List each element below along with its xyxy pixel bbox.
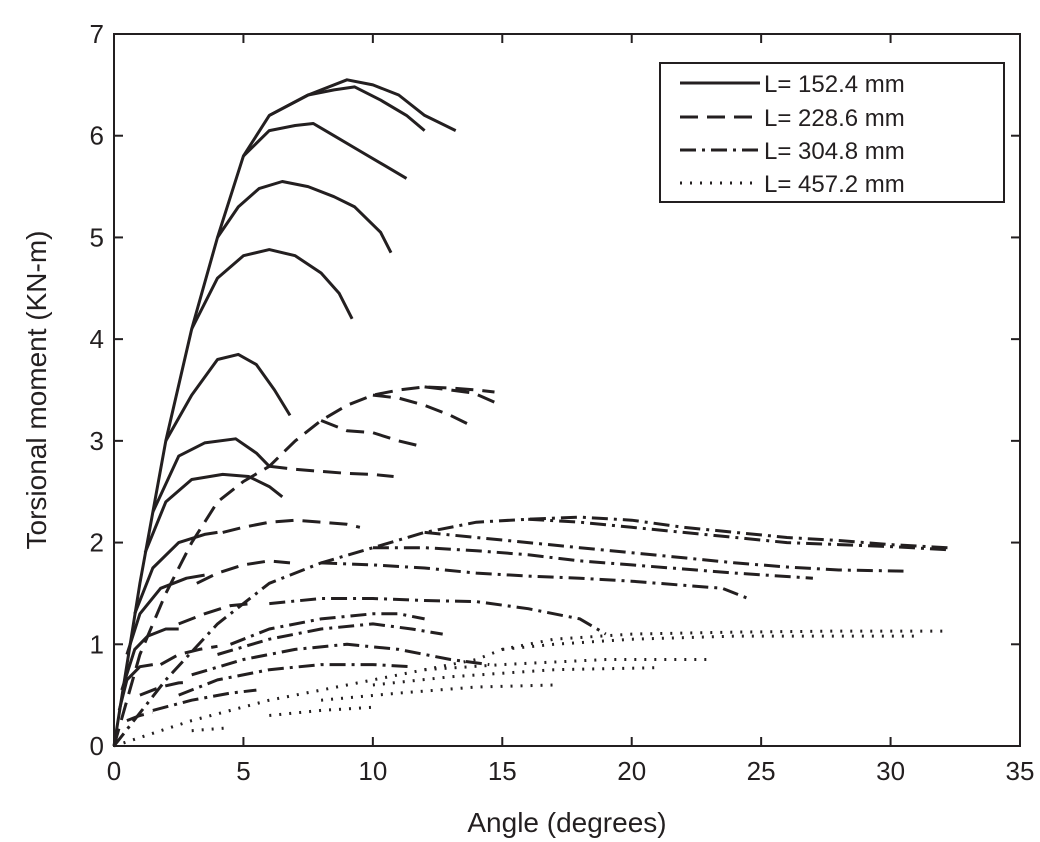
x-tick-label-2: 10 <box>358 756 387 786</box>
series-0-curve-8 <box>133 530 218 615</box>
series-1-curve-10 <box>126 710 154 722</box>
legend: L= 152.4 mm L= 228.6 mm L= 304.8 mm L= 4… <box>659 62 1005 203</box>
series-2-curve-1 <box>528 517 948 552</box>
series-0-curve-3 <box>216 180 393 254</box>
x-tick-label-6: 30 <box>876 756 905 786</box>
series-2-curve-4 <box>321 561 749 600</box>
x-tick-label-5: 25 <box>747 756 776 786</box>
y-tick-label-2: 2 <box>90 528 104 558</box>
x-tick-label-1: 5 <box>236 756 250 786</box>
x-axis-ticks: 0 5 10 15 20 25 30 35 <box>107 34 1035 786</box>
series-0-curve-2 <box>242 122 408 180</box>
series-0-curve-11 <box>117 663 154 711</box>
y-tick-label-3: 3 <box>90 426 104 456</box>
y-tick-label-1: 1 <box>90 629 104 659</box>
series-2-curve-9 <box>178 663 412 697</box>
legend-label-2: L= 304.8 mm <box>764 138 905 165</box>
x-axis-title: Angle (degrees) <box>467 807 666 838</box>
x-tick-label-7: 35 <box>1006 756 1035 786</box>
y-tick-label-4: 4 <box>90 324 104 354</box>
series-0-curve-7 <box>143 472 284 554</box>
series-1-curve-6 <box>196 559 291 585</box>
series-2-curve-7 <box>217 622 443 656</box>
series-2-curve-6 <box>229 612 425 646</box>
y-tick-label-7: 7 <box>90 19 104 49</box>
series-0-curve-5 <box>164 352 292 442</box>
series-1-curve-2 <box>372 393 472 427</box>
x-tick-label-3: 15 <box>488 756 517 786</box>
legend-label-1: L= 228.6 mm <box>764 105 905 132</box>
legend-label-3: L= 457.2 mm <box>764 171 905 198</box>
y-axis-title: Torsional moment (KN-m) <box>21 231 52 550</box>
x-tick-label-4: 20 <box>617 756 646 786</box>
series-2-curve-5 <box>269 597 607 636</box>
y-tick-label-5: 5 <box>90 222 104 252</box>
series-1-curve-9 <box>139 680 192 697</box>
series-1-curve-5 <box>222 518 361 534</box>
series-0-curve-6 <box>151 437 271 513</box>
series-2-curve-3 <box>372 546 813 580</box>
x-tick-label-0: 0 <box>107 756 121 786</box>
data-lines <box>112 78 948 748</box>
y-tick-label-0: 0 <box>90 731 104 761</box>
legend-label-0: L= 152.4 mm <box>764 71 905 98</box>
series-1-curve-1 <box>424 385 496 404</box>
series-3-curve-1 <box>502 634 917 651</box>
series-1-curve-8 <box>159 644 218 666</box>
series-1-curve-4 <box>269 464 394 478</box>
series-0-curve-1 <box>268 85 426 132</box>
y-tick-label-6: 6 <box>90 121 104 151</box>
series-2-curve-8 <box>191 642 490 677</box>
series-1-curve-3 <box>320 419 420 448</box>
series-0-curve-4 <box>190 248 354 330</box>
y-axis-ticks: 0 1 2 3 4 5 6 7 <box>90 19 1020 761</box>
plot-area-frame <box>113 33 1021 747</box>
series-0-curve-9 <box>125 573 205 655</box>
legend-box <box>659 62 1005 203</box>
